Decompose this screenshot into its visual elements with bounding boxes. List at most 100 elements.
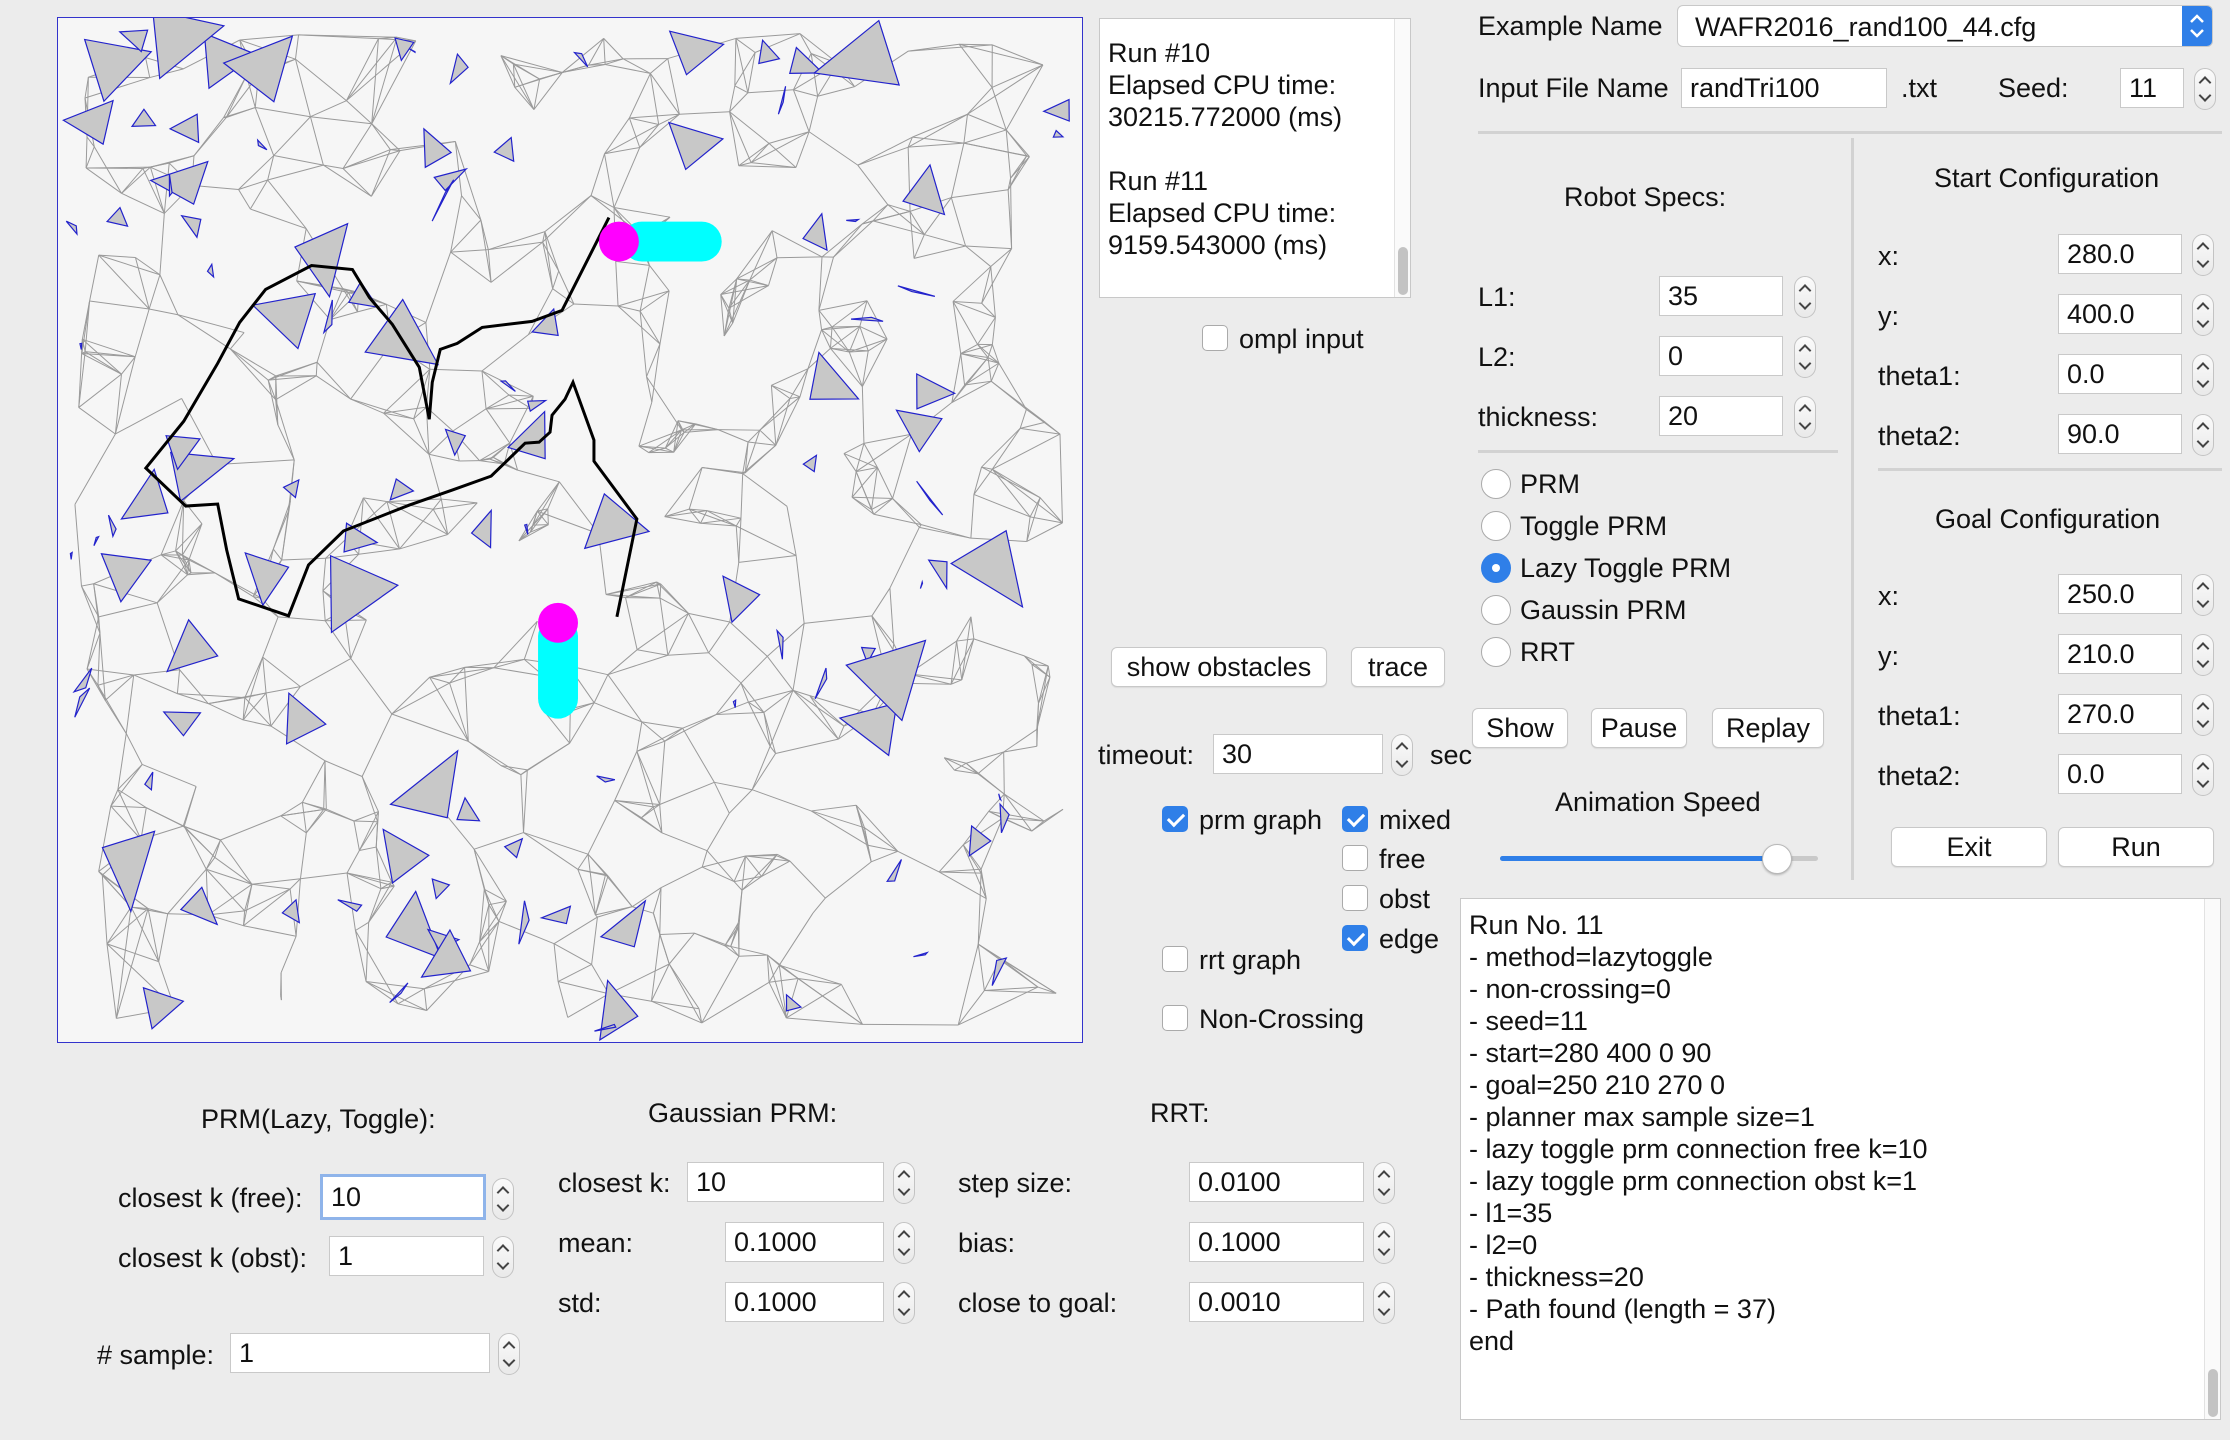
run-log-line: Run #11 bbox=[1108, 166, 1209, 196]
roadmap-edge bbox=[688, 467, 703, 510]
roadmap-edge bbox=[177, 314, 231, 350]
timeout-label: timeout: bbox=[1098, 740, 1195, 770]
gaussian-k-field[interactable] bbox=[687, 1162, 884, 1202]
goal-theta1-field[interactable] bbox=[2058, 694, 2182, 734]
k-free-stepper[interactable] bbox=[492, 1178, 514, 1220]
roadmap-edge bbox=[86, 632, 101, 670]
start-theta1-stepper[interactable] bbox=[2192, 354, 2214, 396]
start-y-field[interactable] bbox=[2058, 294, 2182, 334]
show-obstacles-button[interactable]: show obstacles bbox=[1111, 647, 1327, 687]
example-name-select[interactable]: WAFR2016_rand100_44.cfg bbox=[1677, 5, 2213, 47]
roadmap-edge bbox=[960, 353, 966, 386]
trace-button[interactable]: trace bbox=[1351, 647, 1445, 687]
output-log-scrollbar[interactable] bbox=[2204, 899, 2220, 1419]
std-field[interactable] bbox=[725, 1282, 884, 1322]
goal-x-stepper[interactable] bbox=[2192, 574, 2214, 616]
obstacle-triangle bbox=[83, 38, 153, 103]
output-log[interactable]: Run No. 11- method=lazytoggle - non-cross… bbox=[1460, 898, 2221, 1420]
step-size-field[interactable] bbox=[1189, 1162, 1364, 1202]
std-stepper[interactable] bbox=[893, 1282, 915, 1324]
edge-checkbox[interactable] bbox=[1342, 925, 1368, 951]
bias-stepper[interactable] bbox=[1373, 1222, 1395, 1264]
close-to-goal-field[interactable] bbox=[1189, 1282, 1364, 1322]
sample-field[interactable] bbox=[230, 1333, 490, 1373]
planner-radio-prm[interactable] bbox=[1481, 469, 1511, 499]
roadmap-edge bbox=[358, 821, 379, 851]
ompl-input-checkbox[interactable] bbox=[1202, 325, 1228, 351]
non-crossing-checkbox[interactable] bbox=[1162, 1005, 1188, 1031]
slider-knob[interactable] bbox=[1762, 844, 1792, 874]
start-x-field[interactable] bbox=[2058, 234, 2182, 274]
roadmap-edge bbox=[316, 361, 351, 400]
roadmap-edge bbox=[425, 407, 430, 455]
planner-radio-rrt[interactable] bbox=[1481, 637, 1511, 667]
obstacle-triangle bbox=[583, 492, 651, 550]
mixed-checkbox[interactable] bbox=[1342, 806, 1368, 832]
roadmap-edge bbox=[493, 442, 511, 458]
planner-radio-gaussin-prm[interactable] bbox=[1481, 595, 1511, 625]
run-log[interactable]: Run #10 Elapsed CPU time: 30215.772000 (ms… bbox=[1099, 18, 1411, 298]
roadmap-edge bbox=[751, 746, 771, 790]
seed-field[interactable] bbox=[2120, 68, 2184, 108]
thickness-field[interactable] bbox=[1659, 396, 1783, 436]
show-button[interactable]: Show bbox=[1472, 708, 1568, 748]
k-free-field[interactable] bbox=[320, 1174, 486, 1220]
roadmap-edge bbox=[346, 850, 360, 874]
thickness-stepper[interactable] bbox=[1794, 396, 1816, 438]
obstacle-triangle bbox=[130, 108, 157, 128]
roadmap-edge bbox=[429, 368, 482, 372]
roadmap-edge bbox=[734, 38, 737, 86]
exit-button[interactable]: Exit bbox=[1891, 827, 2047, 867]
goal-x-field[interactable] bbox=[2058, 574, 2182, 614]
roadmap-edge bbox=[608, 963, 670, 995]
close-to-goal-stepper[interactable] bbox=[1373, 1282, 1395, 1324]
k-obst-stepper[interactable] bbox=[492, 1236, 514, 1278]
start-theta2-stepper[interactable] bbox=[2192, 414, 2214, 456]
roadmap-edge bbox=[223, 75, 247, 118]
goal-y-field[interactable] bbox=[2058, 634, 2182, 674]
start-theta2-field[interactable] bbox=[2058, 414, 2182, 454]
step-size-stepper[interactable] bbox=[1373, 1162, 1395, 1204]
replay-button[interactable]: Replay bbox=[1712, 708, 1824, 748]
mean-stepper[interactable] bbox=[893, 1222, 915, 1264]
mean-field[interactable] bbox=[725, 1222, 884, 1262]
l2-stepper[interactable] bbox=[1794, 336, 1816, 378]
input-file-field[interactable] bbox=[1681, 68, 1887, 108]
run-button[interactable]: Run bbox=[2058, 827, 2214, 867]
obst-checkbox[interactable] bbox=[1342, 885, 1368, 911]
start-y-stepper[interactable] bbox=[2192, 294, 2214, 336]
timeout-field[interactable] bbox=[1213, 734, 1383, 774]
animation-speed-slider[interactable] bbox=[1500, 844, 1818, 874]
roadmap-edge bbox=[518, 524, 549, 542]
rrt-graph-checkbox[interactable] bbox=[1162, 946, 1188, 972]
goal-theta2-field[interactable] bbox=[2058, 754, 2182, 794]
roadmap-edge bbox=[892, 434, 912, 499]
workspace-canvas[interactable] bbox=[57, 17, 1083, 1043]
seed-stepper[interactable] bbox=[2194, 68, 2216, 110]
start-theta1-field[interactable] bbox=[2058, 354, 2182, 394]
goal-theta2-stepper[interactable] bbox=[2192, 754, 2214, 796]
l1-stepper[interactable] bbox=[1794, 276, 1816, 318]
obstacle-triangle bbox=[895, 409, 943, 453]
roadmap-edge bbox=[960, 344, 993, 355]
k-obst-field[interactable] bbox=[329, 1236, 484, 1276]
roadmap-edge bbox=[488, 904, 500, 922]
l1-field[interactable] bbox=[1659, 276, 1783, 316]
roadmap-edge bbox=[208, 692, 267, 705]
bias-field[interactable] bbox=[1189, 1222, 1364, 1262]
l2-field[interactable] bbox=[1659, 336, 1783, 376]
sample-stepper[interactable] bbox=[498, 1333, 520, 1375]
roadmap-edge bbox=[289, 878, 301, 890]
planner-radio-toggle-prm[interactable] bbox=[1481, 511, 1511, 541]
pause-button[interactable]: Pause bbox=[1591, 708, 1687, 748]
goal-y-stepper[interactable] bbox=[2192, 634, 2214, 676]
goal-theta1-stepper[interactable] bbox=[2192, 694, 2214, 736]
timeout-stepper[interactable] bbox=[1391, 734, 1413, 776]
run-log-scrollbar[interactable] bbox=[1394, 19, 1410, 297]
free-checkbox[interactable] bbox=[1342, 845, 1368, 871]
gaussian-k-stepper[interactable] bbox=[893, 1162, 915, 1204]
start-x-stepper[interactable] bbox=[2192, 234, 2214, 276]
prm-graph-checkbox[interactable] bbox=[1162, 806, 1188, 832]
roadmap-edge bbox=[452, 408, 487, 432]
planner-radio-lazy-toggle-prm[interactable] bbox=[1481, 553, 1511, 583]
